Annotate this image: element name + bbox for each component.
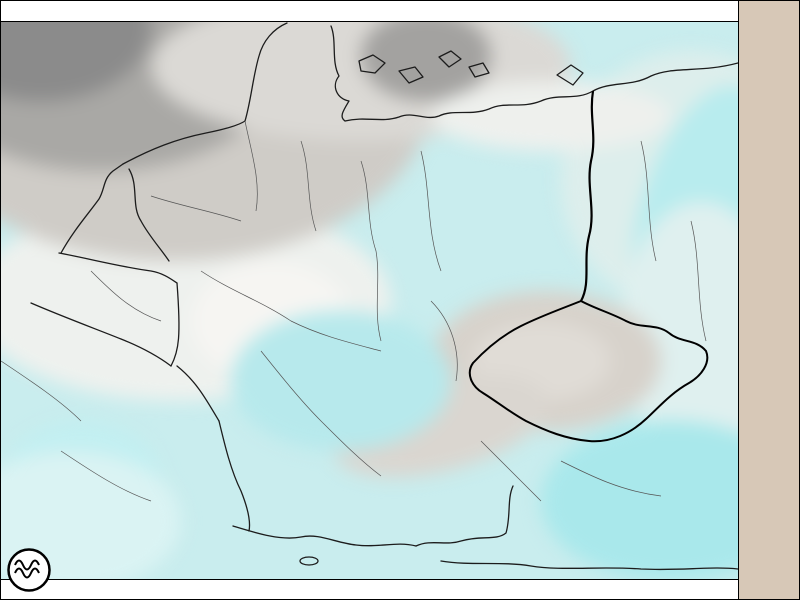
legend-panel xyxy=(738,1,800,600)
legend-colorbar xyxy=(739,1,800,600)
metmaps-logo xyxy=(6,547,52,598)
country-borders-layer xyxy=(1,22,738,571)
map-canvas[interactable] xyxy=(1,21,738,579)
cloud-shading-layer xyxy=(1,21,738,579)
footer-bar xyxy=(1,579,738,599)
title-bar xyxy=(1,1,738,22)
